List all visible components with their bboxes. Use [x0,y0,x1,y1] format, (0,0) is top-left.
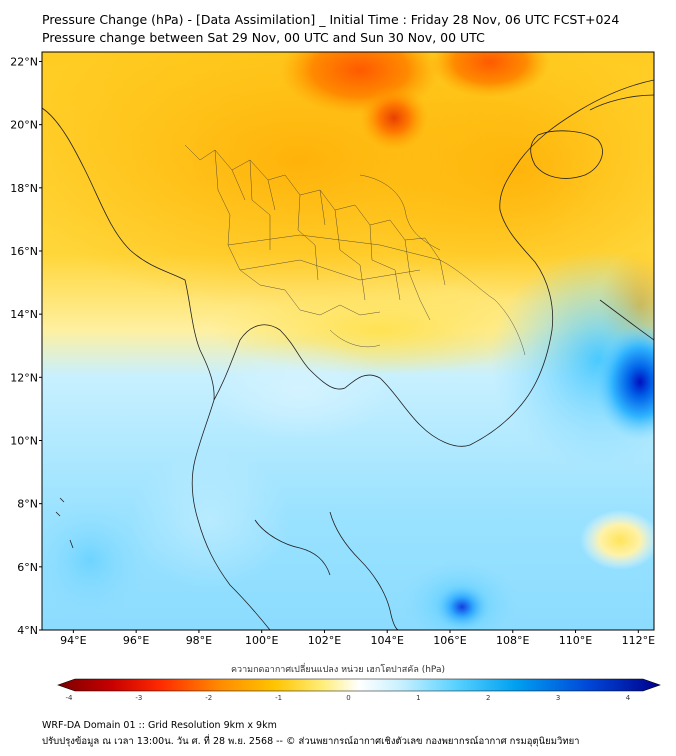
lon-label: 102°E [308,634,341,647]
footer-model-info: WRF-DA Domain 01 :: Grid Resolution 9km … [42,720,277,731]
coastlines [42,79,654,630]
province-borders [184,144,526,356]
lon-label: 108°E [496,634,529,647]
colorbar-title: ความกดอากาศเปลี่ยนแปลง หน่วย เฮกโตปาสคัล… [231,665,445,675]
pressure-field [42,52,654,630]
map-title: Pressure Change (hPa) - [Data Assimilati… [42,12,620,27]
lon-label: 110°E [559,634,592,647]
lon-label: 98°E [186,634,212,647]
lat-label: 14°N [10,308,38,321]
colorbar-gradient [57,678,661,692]
map-subtitle: Pressure change between Sat 29 Nov, 00 U… [42,30,485,45]
footer-credit: ปรับปรุงข้อมูล ณ เวลา 13:00น. วัน ศ. ที่… [42,736,580,747]
colorbar-tick-label: -4 [66,694,74,702]
map-frame [41,51,655,631]
lat-label: 12°N [10,371,38,384]
lon-label: 106°E [433,634,466,647]
colorbar-tick-label: -1 [275,694,282,702]
colorbar-tick-label: 3 [556,694,560,702]
lat-label: 22°N [10,55,38,68]
latitude-ticks: 22°N 20°N 18°N 16°N 14°N 12°N 10°N 8°N 6°N 4°N [10,55,42,637]
colorbar-tick-label: -2 [205,694,212,702]
lon-label: 112°E [622,634,655,647]
longitude-ticks: 94°E 96°E 98°E 100°E 102°E 104°E 106°E 108°E 110… [60,630,655,647]
lat-label: 16°N [10,245,38,258]
lat-label: 4°N [17,624,38,637]
lon-label: 94°E [60,634,86,647]
colorbar-tick-label: 4 [626,694,631,702]
lat-label: 20°N [10,119,38,132]
colorbar-tick-label: 2 [486,694,490,702]
lon-label: 96°E [123,634,149,647]
lon-label: 104°E [371,634,404,647]
lon-label: 100°E [245,634,278,647]
colorbar-tick-label: -3 [135,694,142,702]
lat-label: 10°N [10,434,38,447]
lat-label: 8°N [17,498,38,511]
lat-label: 18°N [10,182,38,195]
colorbar-ticks: -4 -3 -2 -1 0 1 2 3 4 [66,694,631,702]
colorbar-tick-label: 0 [346,694,350,702]
lat-label: 6°N [17,561,38,574]
colorbar: -4 -3 -2 -1 0 1 2 3 4 [57,678,661,702]
colorbar-tick-label: 1 [416,694,420,702]
